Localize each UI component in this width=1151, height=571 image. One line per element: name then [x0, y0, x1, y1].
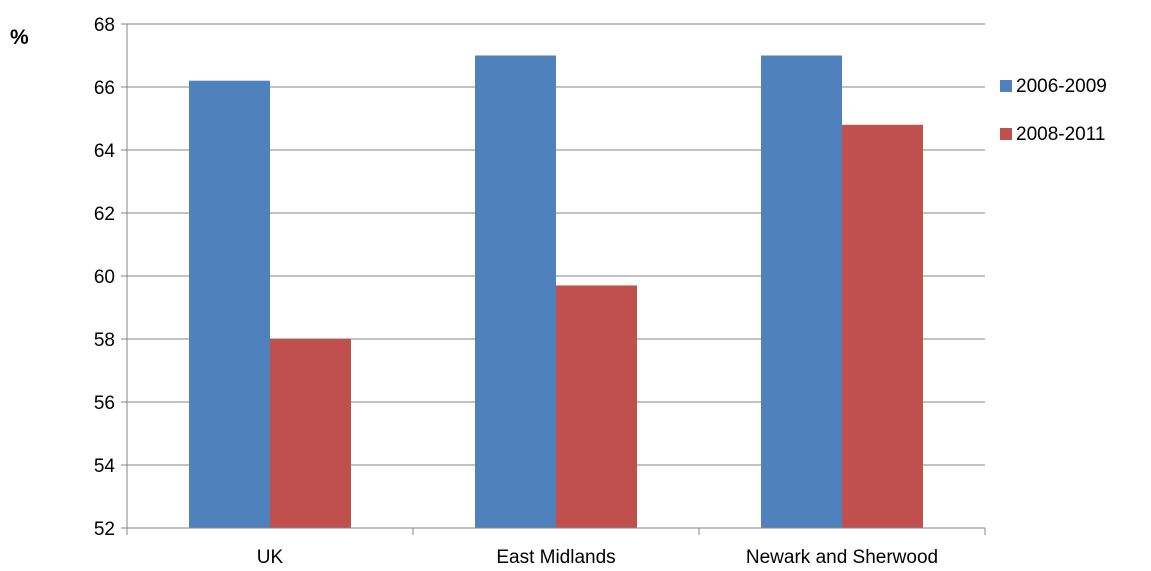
axes — [121, 23, 986, 535]
legend-label: 2008-2011 — [1016, 124, 1105, 145]
x-category-label: East Midlands — [496, 547, 615, 568]
bars — [189, 55, 923, 529]
legend-swatch-2008-2011 — [1000, 128, 1012, 140]
y-tick-label: 54 — [94, 456, 116, 477]
y-tick-label: 64 — [94, 141, 116, 162]
bar-uk-2008-2011 — [270, 339, 351, 528]
y-tick-label: 66 — [94, 78, 115, 99]
y-tick-label: 56 — [94, 393, 115, 414]
legend-swatch-2006-2009 — [1000, 80, 1012, 92]
y-tick-label: 62 — [94, 204, 115, 225]
y-axis-title: % — [10, 26, 29, 49]
axis-labels: 52 54 56 58 60 62 64 66 68 UK East Midlands Newark … — [94, 15, 938, 568]
legend-label: 2006-2009 — [1016, 76, 1107, 97]
bar-east-midlands-2008-2011 — [556, 285, 637, 528]
x-category-label: Newark and Sherwood — [746, 547, 938, 568]
y-tick-label: 58 — [94, 330, 115, 351]
y-tick-label: 52 — [94, 519, 115, 540]
y-tick-label: 60 — [94, 267, 115, 288]
bar-east-midlands-2006-2009 — [475, 55, 556, 528]
bar-newark-and-sherwood-2006-2009 — [761, 55, 842, 528]
bar-uk-2006-2009 — [189, 80, 270, 528]
y-tick-label: 68 — [94, 15, 115, 36]
bar-newark-and-sherwood-2008-2011 — [842, 124, 923, 529]
x-category-label: UK — [257, 547, 284, 568]
legend: 2006-2009 2008-2011 — [1000, 76, 1107, 145]
